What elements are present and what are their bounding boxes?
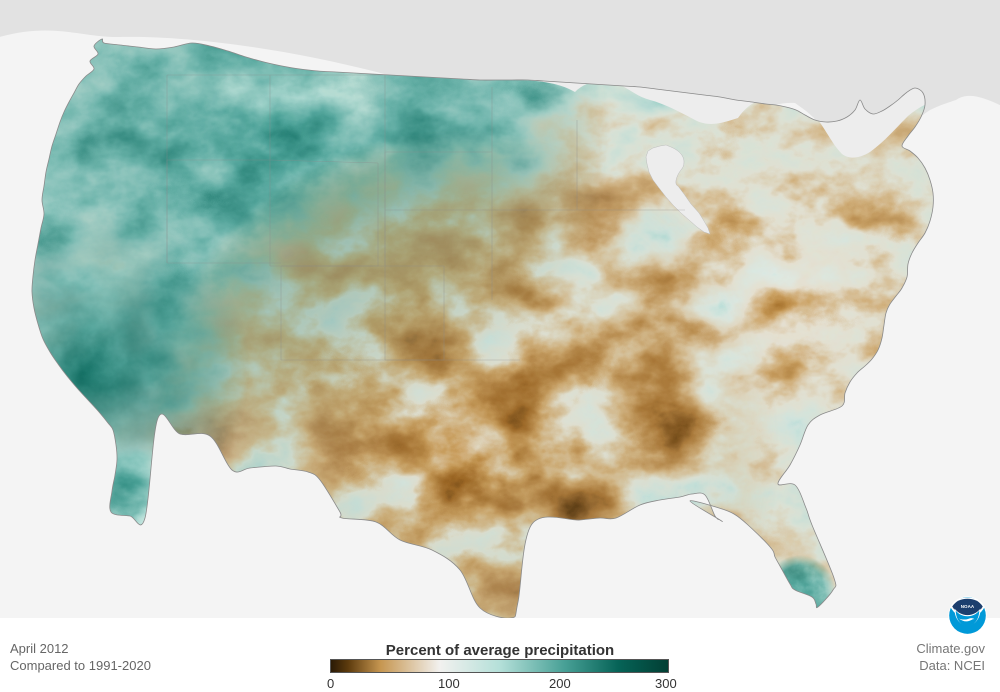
svg-text:NOAA: NOAA <box>961 604 975 609</box>
